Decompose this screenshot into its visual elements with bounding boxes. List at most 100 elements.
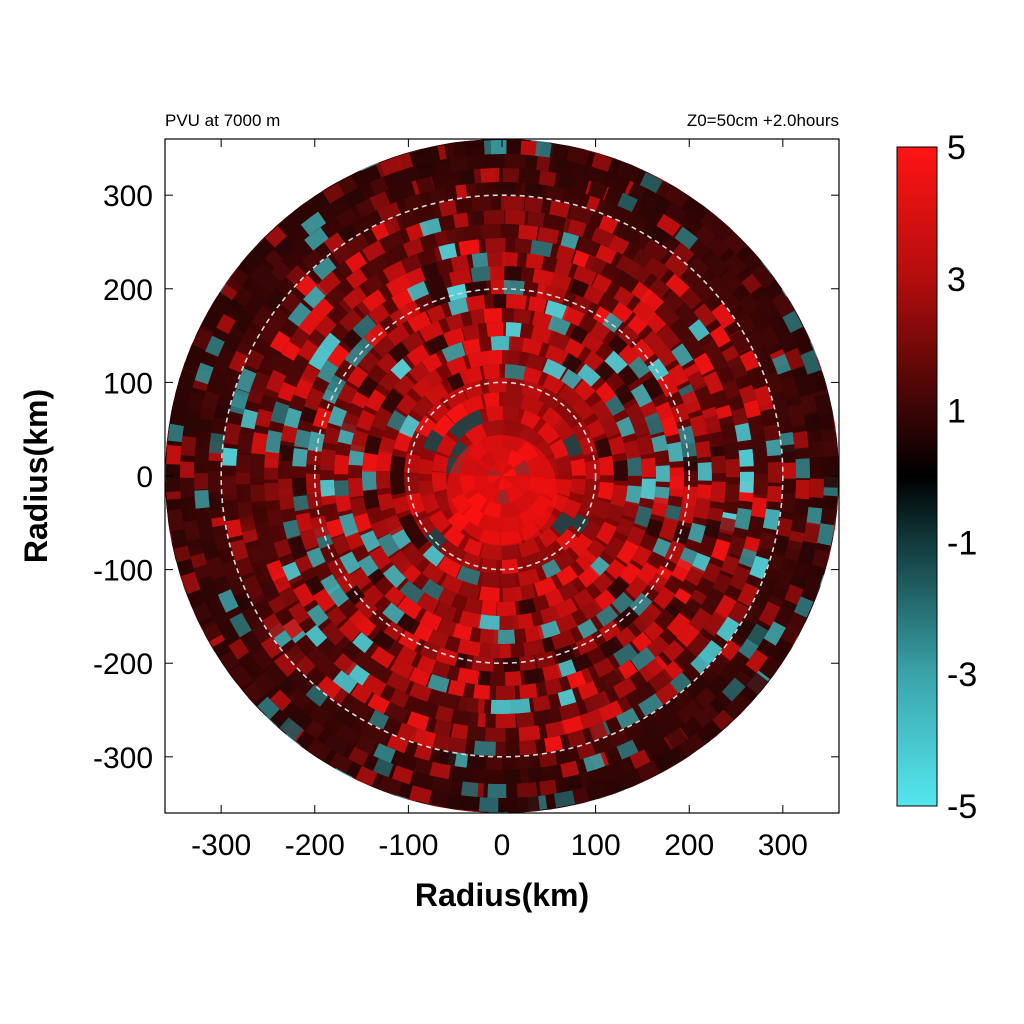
pv-cell bbox=[421, 352, 443, 373]
pv-cell bbox=[348, 746, 369, 767]
pv-cell bbox=[518, 796, 540, 812]
pv-cell bbox=[211, 608, 232, 631]
pv-cell bbox=[719, 517, 736, 536]
pv-cell bbox=[605, 728, 630, 749]
pv-cell bbox=[462, 224, 485, 241]
pv-cell bbox=[545, 720, 566, 739]
pv-cell bbox=[505, 671, 522, 686]
pv-cell bbox=[562, 434, 583, 458]
pv-cell bbox=[611, 592, 634, 614]
pv-cell bbox=[623, 439, 641, 461]
pv-cell bbox=[386, 671, 411, 694]
pv-cell bbox=[322, 182, 345, 204]
pv-cell bbox=[583, 692, 607, 713]
pv-cell bbox=[540, 605, 561, 625]
pv-cell bbox=[329, 752, 353, 774]
pv-cell bbox=[451, 766, 473, 783]
pv-cell bbox=[616, 416, 636, 438]
pv-cell bbox=[243, 681, 265, 704]
pv-cell bbox=[703, 518, 722, 539]
pv-cell bbox=[516, 712, 535, 728]
pv-cell bbox=[446, 283, 468, 302]
pv-cell bbox=[558, 384, 583, 408]
pv-cell bbox=[518, 725, 541, 742]
pv-cell bbox=[556, 581, 579, 603]
pv-cell bbox=[693, 352, 715, 376]
pv-cell bbox=[613, 460, 629, 482]
pv-cell bbox=[292, 477, 307, 497]
pv-cell bbox=[577, 680, 599, 700]
pv-cell bbox=[626, 260, 652, 285]
pv-cell bbox=[457, 638, 481, 657]
pv-cell bbox=[542, 285, 567, 305]
pv-cell bbox=[457, 667, 480, 685]
pv-cell bbox=[797, 543, 817, 566]
pv-cell bbox=[462, 394, 484, 415]
pv-cell bbox=[717, 288, 740, 312]
pv-cell bbox=[355, 734, 377, 755]
pv-cell bbox=[482, 364, 500, 380]
pv-cell bbox=[656, 213, 681, 237]
pv-cell bbox=[823, 466, 839, 488]
colorbar-tick-label: 5 bbox=[947, 129, 966, 167]
pv-cell bbox=[288, 327, 310, 349]
pv-cell bbox=[194, 447, 210, 465]
pv-cell bbox=[312, 256, 337, 281]
pv-cell bbox=[456, 809, 479, 813]
pv-cell bbox=[353, 511, 372, 533]
pv-cell bbox=[535, 544, 559, 566]
pv-cell bbox=[463, 753, 487, 770]
pv-cell bbox=[629, 749, 651, 770]
x-tick-label: 200 bbox=[664, 829, 714, 862]
pv-cell bbox=[790, 514, 808, 535]
pv-cell bbox=[547, 315, 571, 336]
pv-cell bbox=[687, 370, 707, 392]
pv-cell bbox=[501, 544, 520, 561]
pv-cell bbox=[554, 259, 573, 277]
pv-cell bbox=[292, 448, 308, 467]
pv-cell bbox=[711, 303, 736, 329]
pv-cell bbox=[376, 449, 393, 472]
pv-cell bbox=[766, 486, 782, 503]
pv-cell bbox=[437, 618, 457, 637]
pv-cell bbox=[569, 161, 588, 179]
pv-cell bbox=[820, 508, 837, 529]
pv-cell bbox=[530, 139, 552, 144]
colorbar-tick-label: -3 bbox=[947, 656, 977, 694]
pv-cell bbox=[205, 335, 225, 357]
pv-cell bbox=[803, 522, 821, 544]
pv-cell bbox=[238, 513, 256, 533]
pv-cell bbox=[399, 580, 425, 605]
pv-cell bbox=[799, 393, 818, 415]
pv-cell bbox=[428, 510, 451, 534]
pv-cell bbox=[441, 342, 466, 363]
pv-cell bbox=[480, 168, 499, 183]
pv-cell bbox=[323, 732, 350, 756]
pv-cell bbox=[693, 303, 717, 328]
pv-cell bbox=[495, 713, 516, 728]
pv-cell bbox=[518, 538, 541, 558]
x-tick-label: -100 bbox=[378, 829, 438, 862]
pv-cell bbox=[515, 754, 533, 770]
pv-cell bbox=[734, 422, 752, 442]
pv-cell bbox=[413, 757, 433, 776]
pv-cell bbox=[663, 202, 688, 224]
pv-cell bbox=[610, 484, 628, 508]
pv-cell bbox=[524, 183, 544, 199]
pv-cell bbox=[616, 223, 642, 246]
pv-cell bbox=[677, 425, 696, 446]
pv-cell bbox=[465, 294, 486, 312]
pv-cell bbox=[264, 482, 280, 502]
pv-cell bbox=[549, 200, 571, 218]
pv-cell bbox=[523, 667, 546, 685]
pv-cell bbox=[669, 467, 684, 490]
pv-cell bbox=[749, 555, 770, 580]
pv-cell bbox=[278, 478, 293, 496]
pv-cell bbox=[288, 602, 310, 625]
pv-cell bbox=[666, 728, 688, 749]
pv-cell bbox=[708, 652, 731, 675]
pv-cell bbox=[305, 624, 328, 648]
pv-cell bbox=[524, 625, 545, 643]
pv-cell bbox=[541, 559, 562, 579]
